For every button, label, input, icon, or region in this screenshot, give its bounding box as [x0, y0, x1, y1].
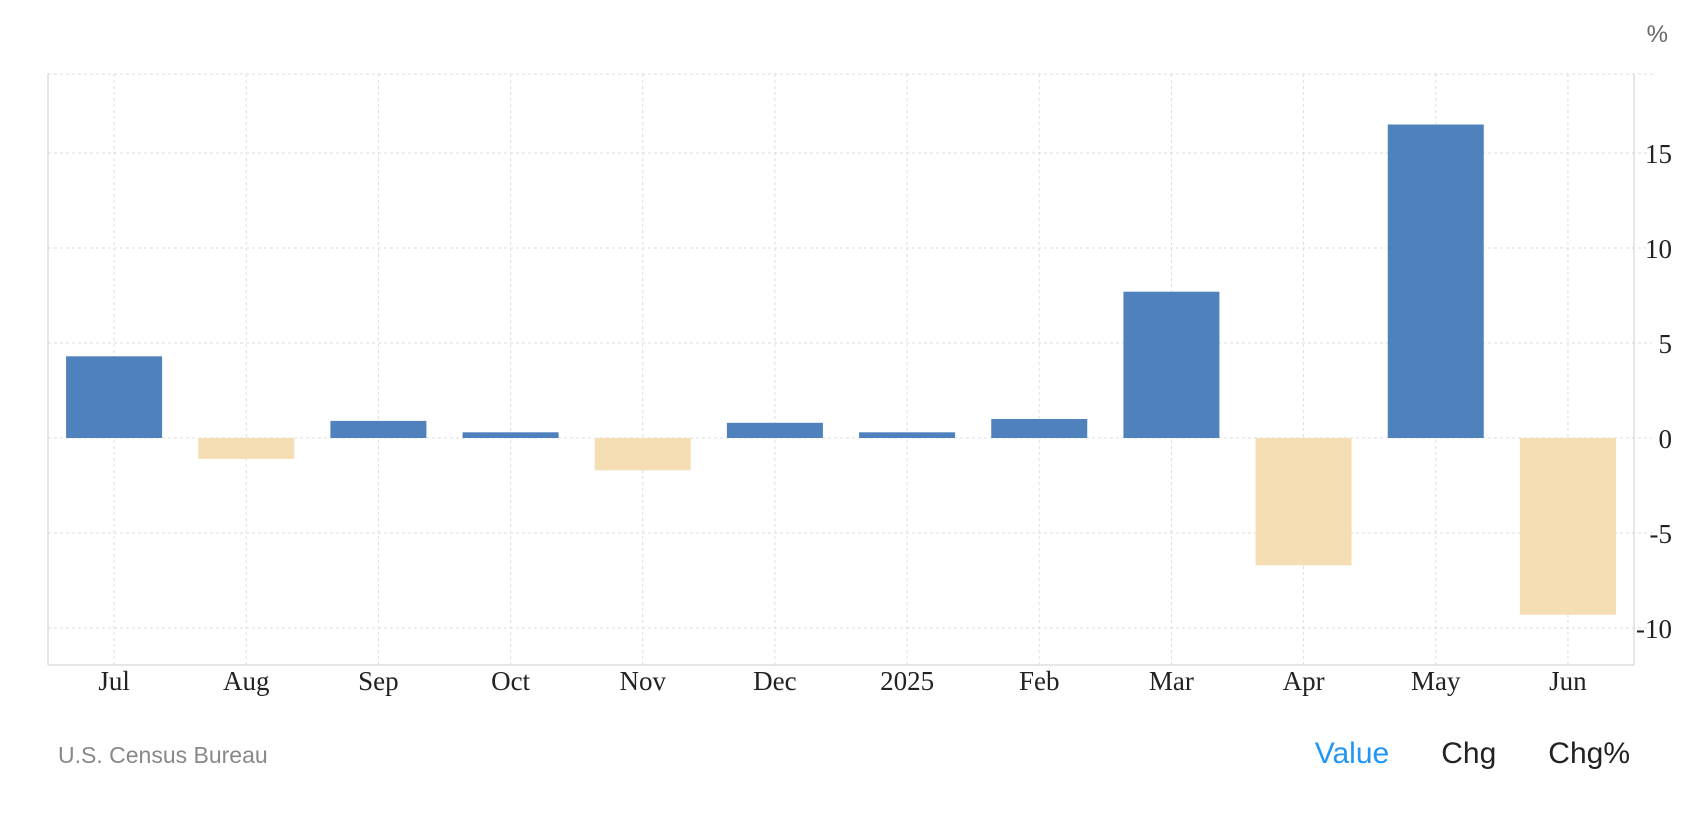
view-tabs: Value Chg Chg%: [1315, 737, 1630, 771]
bar-may[interactable]: [1387, 124, 1484, 439]
y-tick-label: 15: [1645, 139, 1672, 169]
tab-chg[interactable]: Chg: [1441, 737, 1497, 770]
axes-group: 15 10 5 0 -5 -10 Jul Aug Sep Oct Nov Dec 2025 Feb Mar A…: [47, 74, 1673, 696]
x-tick-label: Apr: [1283, 666, 1325, 696]
bar-2025[interactable]: [859, 432, 956, 438]
unit-label: %: [1647, 21, 1668, 48]
grid-lines: [48, 73, 1654, 665]
x-tick-label: Oct: [491, 666, 530, 696]
tab-chg-percent[interactable]: Chg%: [1548, 737, 1630, 770]
x-tick-label: Dec: [753, 666, 796, 696]
bar-sep[interactable]: [330, 420, 427, 438]
x-tick-label: Aug: [223, 666, 270, 696]
x-tick-label: Mar: [1149, 666, 1194, 696]
bar-chart: 15 10 5 0 -5 -10 Jul Aug Sep Oct Nov Dec 2025 Feb Mar A…: [47, 21, 1673, 696]
x-tick-label: Sep: [358, 666, 399, 696]
bar-dec[interactable]: [726, 422, 823, 438]
tab-value[interactable]: Value: [1314, 737, 1390, 770]
y-tick-label: -5: [1650, 519, 1673, 549]
bar-feb[interactable]: [991, 419, 1088, 438]
x-tick-label: 2025: [880, 666, 934, 696]
y-tick-label: 0: [1659, 424, 1673, 454]
bar-jun[interactable]: [1519, 438, 1616, 615]
bars-group: [66, 124, 1616, 615]
bar-aug[interactable]: [198, 438, 295, 459]
source-label: U.S. Census Bureau: [58, 742, 268, 768]
bar-nov[interactable]: [594, 438, 691, 471]
bar-apr[interactable]: [1255, 438, 1352, 566]
y-tick-label: -10: [1636, 614, 1672, 644]
bar-jul[interactable]: [66, 356, 163, 438]
bar-oct[interactable]: [462, 432, 559, 438]
bar-mar[interactable]: [1123, 291, 1220, 438]
x-tick-label: Jun: [1549, 666, 1587, 696]
x-tick-label: Nov: [620, 666, 667, 696]
x-tick-label: Jul: [98, 666, 130, 696]
x-tick-label: Feb: [1019, 666, 1060, 696]
x-tick-label: May: [1411, 666, 1461, 696]
y-tick-label: 10: [1645, 234, 1672, 264]
y-tick-label: 5: [1659, 329, 1673, 359]
